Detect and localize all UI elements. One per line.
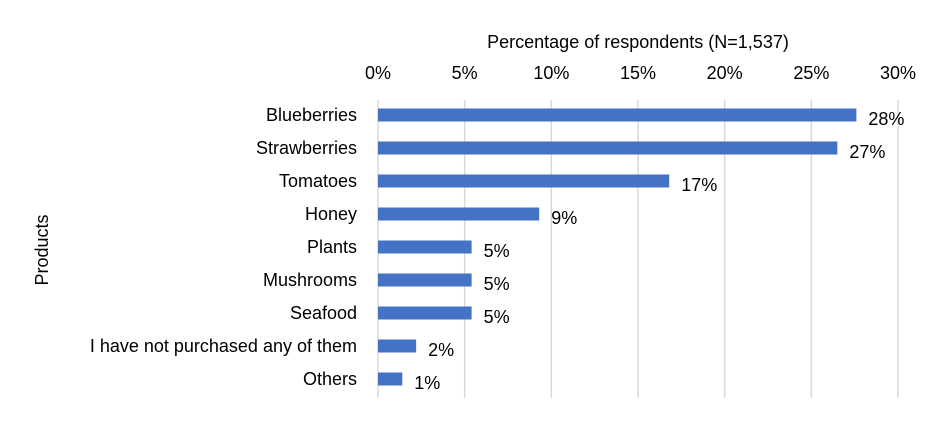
data-label: 17%	[681, 175, 717, 195]
x-tick-label: 0%	[365, 63, 391, 83]
bar	[378, 273, 472, 287]
category-label: Seafood	[290, 303, 357, 323]
x-tick-label: 25%	[793, 63, 829, 83]
data-label: 5%	[484, 241, 510, 261]
x-tick-label: 20%	[707, 63, 743, 83]
category-label: Honey	[305, 204, 357, 224]
bar	[378, 207, 540, 221]
category-label: Others	[303, 369, 357, 389]
y-axis-title: Products	[32, 214, 52, 285]
x-tick-label: 15%	[620, 63, 656, 83]
category-label: Tomatoes	[279, 171, 357, 191]
x-tick-label: 10%	[533, 63, 569, 83]
bar	[378, 339, 417, 353]
category-label: Mushrooms	[263, 270, 357, 290]
x-tick-label: 30%	[880, 63, 916, 83]
data-label: 27%	[849, 142, 885, 162]
x-tick-label: 5%	[452, 63, 478, 83]
data-label: 2%	[428, 340, 454, 360]
category-label: Blueberries	[266, 105, 357, 125]
bar	[378, 174, 670, 188]
bar	[378, 372, 403, 386]
data-label: 5%	[484, 307, 510, 327]
category-label: Strawberries	[256, 138, 357, 158]
bar	[378, 240, 472, 254]
bar	[378, 141, 838, 155]
bar	[378, 306, 472, 320]
data-label: 5%	[484, 274, 510, 294]
bar	[378, 108, 857, 122]
x-axis-title: Percentage of respondents (N=1,537)	[487, 32, 789, 52]
data-label: 28%	[868, 109, 904, 129]
data-label: 9%	[551, 208, 577, 228]
category-label: I have not purchased any of them	[90, 336, 357, 356]
category-label: Plants	[307, 237, 357, 257]
data-label: 1%	[414, 373, 440, 393]
